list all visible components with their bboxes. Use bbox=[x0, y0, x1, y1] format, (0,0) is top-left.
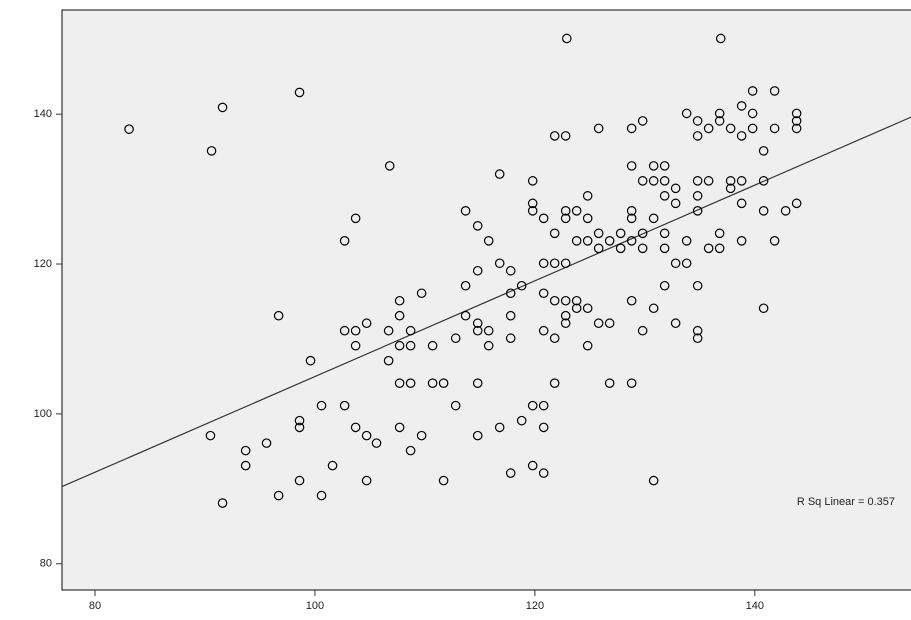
y-tick-label: 120 bbox=[34, 258, 52, 270]
page: R Sq Linear = 0.357 80 100 120 140 80 100 120 1… bbox=[0, 0, 911, 615]
y-tick-label: 80 bbox=[40, 558, 52, 570]
y-tick-label: 140 bbox=[34, 108, 52, 120]
x-tick-label: 100 bbox=[306, 600, 324, 612]
annotation: R Sq Linear = 0.357 bbox=[797, 496, 895, 508]
x-tick-label: 140 bbox=[746, 600, 764, 612]
y-tick-label: 100 bbox=[34, 408, 52, 420]
x-tick-label: 80 bbox=[89, 600, 101, 612]
x-tick-label: 120 bbox=[526, 600, 544, 612]
plot-area bbox=[62, 10, 911, 590]
chart: R Sq Linear = 0.357 80 100 120 140 80 100 120 1… bbox=[0, 0, 911, 615]
